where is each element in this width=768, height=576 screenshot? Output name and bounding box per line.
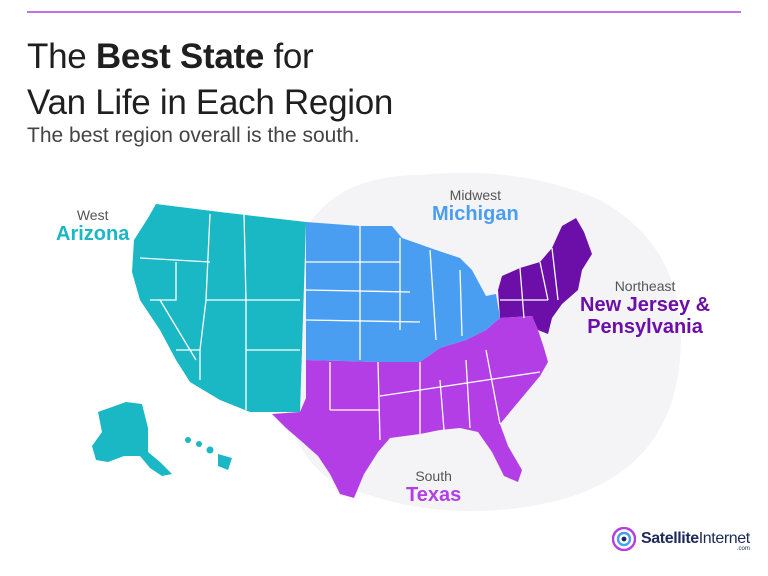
label-midwest: Midwest Michigan <box>432 187 519 225</box>
label-south: South Texas <box>406 468 462 506</box>
brand-suffix: .com <box>736 546 750 552</box>
region-west <box>132 204 306 412</box>
page-title: The Best State for Van Life in Each Regi… <box>27 37 394 122</box>
brand-wordmark: SatelliteInternet <box>641 530 750 547</box>
state-borders <box>139 213 559 441</box>
region-northeast <box>498 218 592 334</box>
state-hawaii <box>185 437 232 470</box>
region-south <box>272 316 548 498</box>
label-west: West Arizona <box>56 207 130 245</box>
top-divider <box>27 11 741 13</box>
satellite-signal-icon <box>612 527 636 551</box>
page-subtitle: The best region overall is the south. <box>27 124 360 147</box>
label-northeast: Northeast New Jersey & Pensylvania <box>580 278 711 338</box>
brand-logo: SatelliteInternet .com <box>612 524 750 554</box>
state-alaska <box>92 402 172 476</box>
